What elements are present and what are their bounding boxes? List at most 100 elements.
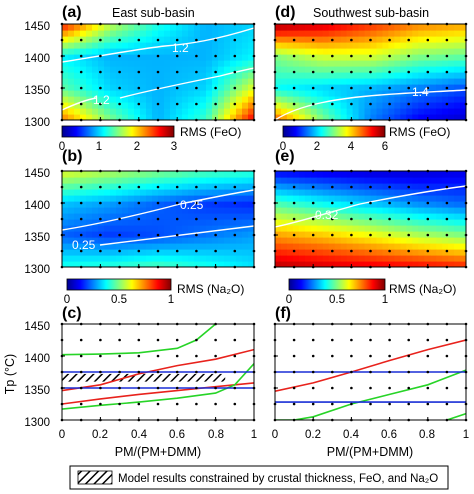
heatmap-cell xyxy=(346,42,354,49)
heatmap-cell xyxy=(194,66,201,73)
heatmap-cell xyxy=(388,60,395,67)
grid-dot xyxy=(99,402,102,406)
heatmap-cell xyxy=(460,177,466,184)
grid-dot xyxy=(118,386,121,390)
heatmap-cell xyxy=(442,255,449,262)
heatmap-cell xyxy=(128,36,135,43)
heatmap-cell xyxy=(376,54,384,61)
heatmap-cell xyxy=(164,243,171,250)
heatmap-cell xyxy=(322,114,330,120)
heatmap-cell xyxy=(364,219,372,226)
heatmap-cell xyxy=(128,201,135,208)
heatmap-cell xyxy=(304,48,312,55)
heatmap-cell xyxy=(176,84,183,91)
heatmap-cell xyxy=(128,114,135,120)
heatmap-cell xyxy=(230,96,237,103)
heatmap-cell xyxy=(418,108,425,115)
heatmap-cell xyxy=(170,249,177,256)
green-line-f-2 xyxy=(446,412,466,420)
heatmap-cell xyxy=(128,183,135,190)
x-tick: 0 xyxy=(272,429,278,441)
heatmap-cell xyxy=(86,177,93,184)
heatmap-cell xyxy=(304,84,312,91)
heatmap-cell xyxy=(248,42,254,49)
heatmap-cell xyxy=(164,102,171,109)
heatmap-cell xyxy=(104,231,111,238)
heatmap-cell xyxy=(358,255,366,262)
heatmap-cell xyxy=(352,225,360,232)
heatmap-cell xyxy=(454,48,461,55)
heatmap-cell xyxy=(218,24,225,31)
heatmap-cell xyxy=(304,231,312,238)
heatmap-cell xyxy=(104,96,111,103)
grid-dot xyxy=(311,201,315,205)
panel-letter-c: (c) xyxy=(62,305,82,322)
heatmap-cell xyxy=(146,24,153,31)
heatmap-cell xyxy=(248,207,254,214)
heatmap-cell xyxy=(188,84,195,91)
heatmap-cell xyxy=(436,102,443,109)
grid-dot xyxy=(350,249,353,253)
heatmap-cell xyxy=(128,177,135,184)
heatmap-cell xyxy=(182,24,189,31)
heatmap-cell xyxy=(80,30,87,37)
grid-dot xyxy=(118,233,121,237)
heatmap-cell xyxy=(158,60,165,67)
heatmap-cell xyxy=(98,96,105,103)
heatmap-cell xyxy=(442,36,449,43)
heatmap-cell xyxy=(436,231,443,238)
heatmap-cell xyxy=(340,42,348,49)
heatmap-cell xyxy=(310,66,318,73)
heatmap-cell xyxy=(176,261,183,267)
heatmap-cell xyxy=(448,30,455,37)
heatmap-cell xyxy=(218,207,225,214)
heatmap-cell xyxy=(182,207,189,214)
heatmap-cell xyxy=(376,36,384,43)
heatmap-cell xyxy=(140,201,147,208)
heatmap-cell xyxy=(146,96,153,103)
heatmap-cell xyxy=(448,48,455,55)
x-tick: 1 xyxy=(251,429,257,441)
heatmap-cell xyxy=(376,24,384,31)
heatmap-cell xyxy=(242,54,249,61)
heatmap-cell xyxy=(358,207,366,214)
heatmap-cell xyxy=(98,249,105,256)
heatmap-cell xyxy=(454,54,461,61)
heatmap-cell xyxy=(128,96,135,103)
heatmap-cell xyxy=(418,183,425,190)
grid-dot xyxy=(79,185,83,189)
heatmap-cell xyxy=(230,177,237,184)
heatmap-cell xyxy=(68,54,75,61)
heatmap-cell xyxy=(328,114,336,120)
heatmap-cell xyxy=(316,207,324,214)
heatmap-cell xyxy=(298,249,306,256)
grid-dot xyxy=(311,102,315,106)
heatmap-cell xyxy=(358,96,366,103)
heatmap-cell xyxy=(206,201,213,208)
heatmap-cell xyxy=(62,114,69,120)
grid-dot xyxy=(137,54,141,58)
heatmap-cell xyxy=(206,24,213,31)
heatmap-cell xyxy=(116,225,123,232)
grid-dot xyxy=(195,338,198,342)
grid-dot xyxy=(99,185,102,189)
heatmap-cell xyxy=(442,108,449,115)
heatmap-cell xyxy=(436,60,443,67)
heatmap-cell xyxy=(298,237,306,244)
heatmap-cell xyxy=(164,114,171,120)
heatmap-cell xyxy=(436,237,443,244)
heatmap-cell xyxy=(92,219,99,226)
heatmap-cell xyxy=(104,225,111,232)
heatmap-cell xyxy=(346,24,354,31)
grid-dot xyxy=(350,217,353,221)
heatmap-cell xyxy=(224,72,231,79)
grid-dot xyxy=(233,386,237,390)
grid-dot xyxy=(331,38,334,42)
heatmap-cell xyxy=(188,255,195,262)
heatmap-cell xyxy=(340,237,348,244)
heatmap-cell xyxy=(304,237,312,244)
heatmap-cell xyxy=(152,102,159,109)
heatmap-cell xyxy=(212,66,219,73)
heatmap-cell xyxy=(418,60,425,67)
heatmap-cell xyxy=(394,213,401,220)
